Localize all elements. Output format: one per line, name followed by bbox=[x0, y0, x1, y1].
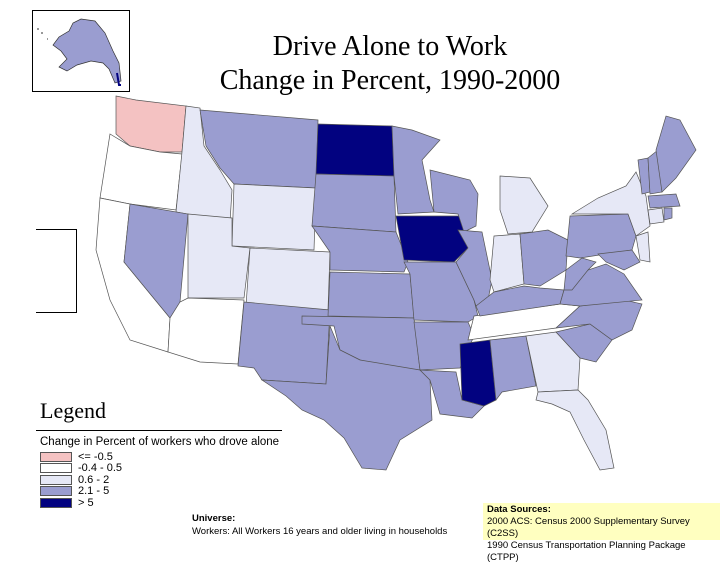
state-florida bbox=[535, 389, 615, 471]
state-louisiana bbox=[419, 369, 485, 419]
legend-heading: Change in Percent of workers who drove a… bbox=[40, 436, 280, 448]
state-pennsylvania bbox=[565, 213, 637, 259]
legend-label-1: <= -0.5 bbox=[78, 450, 113, 463]
state-mississippi bbox=[459, 339, 497, 407]
legend-swatch-4 bbox=[40, 486, 72, 497]
state-colorado bbox=[245, 247, 331, 311]
legend-item-1: <= -0.5 bbox=[40, 451, 122, 463]
legend-item-3: 0.6 - 2 bbox=[40, 474, 122, 486]
legend-item-2: -0.4 - 0.5 bbox=[40, 462, 123, 475]
state-wisconsin bbox=[429, 169, 479, 233]
data-sources-box: Data Sources: 2000 ACS: Census 2000 Supp… bbox=[483, 503, 720, 563]
state-idaho bbox=[175, 105, 233, 223]
state-virginia bbox=[559, 263, 643, 307]
alaska-shape bbox=[37, 18, 122, 86]
state-michigan bbox=[499, 175, 549, 235]
state-new-york bbox=[570, 171, 651, 237]
legend-label-3: 0.6 - 2 bbox=[78, 473, 110, 486]
state-maryland bbox=[597, 249, 641, 271]
legend-swatch-1 bbox=[40, 451, 72, 462]
state-ohio bbox=[519, 229, 569, 287]
state-maine bbox=[655, 115, 697, 193]
legend-swatch-3 bbox=[40, 474, 72, 485]
legend-label-4: 2.1 - 5 bbox=[78, 485, 110, 498]
state-new-mexico bbox=[237, 301, 331, 385]
legend-swatch-5 bbox=[40, 497, 72, 508]
state-washington bbox=[115, 95, 187, 153]
state-indiana bbox=[489, 233, 525, 293]
us-map bbox=[95, 95, 697, 471]
title-line-2: Change in Percent, 1990-2000 bbox=[219, 65, 561, 96]
state-south-dakota bbox=[311, 173, 397, 233]
legend-divider bbox=[36, 430, 282, 431]
sources-line-1: 2000 ACS: Census 2000 Supplementary Surv… bbox=[487, 516, 690, 539]
hawaii-inset-frame bbox=[36, 229, 77, 313]
state-texas bbox=[260, 325, 433, 471]
legend-title: Legend bbox=[40, 398, 106, 423]
legend-label-5: > 5 bbox=[78, 496, 94, 509]
state-nebraska bbox=[311, 225, 409, 273]
state-north-dakota bbox=[315, 123, 395, 177]
title-line-1: Drive Alone to Work bbox=[272, 31, 508, 62]
legend-swatch-2 bbox=[40, 463, 72, 474]
state-massachusetts bbox=[647, 193, 681, 209]
universe-text: Workers: All Workers 16 years and older … bbox=[192, 526, 448, 537]
legend-item-5: > 5 bbox=[40, 497, 122, 509]
state-rhode-island bbox=[663, 207, 673, 221]
state-minnesota bbox=[391, 125, 441, 215]
legend-label-2: -0.4 - 0.5 bbox=[78, 462, 123, 475]
state-wyoming bbox=[231, 183, 317, 251]
state-south-carolina bbox=[555, 323, 613, 363]
state-connecticut bbox=[647, 207, 665, 225]
state-kansas bbox=[327, 271, 415, 319]
sources-line-2: 1990 Census Transportation Planning Pack… bbox=[487, 540, 686, 563]
legend-item-4: 2.1 - 5 bbox=[40, 485, 122, 498]
state-iowa bbox=[395, 215, 469, 263]
state-georgia bbox=[525, 331, 581, 393]
universe-note: Universe: Workers: All Workers 16 years … bbox=[192, 512, 447, 538]
state-alabama bbox=[489, 335, 537, 401]
state-kentucky bbox=[475, 285, 565, 317]
legend-items: <= -0.5 -0.4 - 0.5 0.6 - 2 2.1 - 5 > 5 bbox=[40, 451, 122, 509]
sources-label: Data Sources: bbox=[487, 504, 551, 515]
alaska-inset bbox=[32, 10, 130, 92]
universe-label: Universe: bbox=[192, 513, 236, 524]
state-arizona bbox=[167, 297, 245, 365]
map-title: Drive Alone to Work Change in Percent, 1… bbox=[180, 30, 600, 98]
state-new-jersey bbox=[635, 231, 651, 263]
